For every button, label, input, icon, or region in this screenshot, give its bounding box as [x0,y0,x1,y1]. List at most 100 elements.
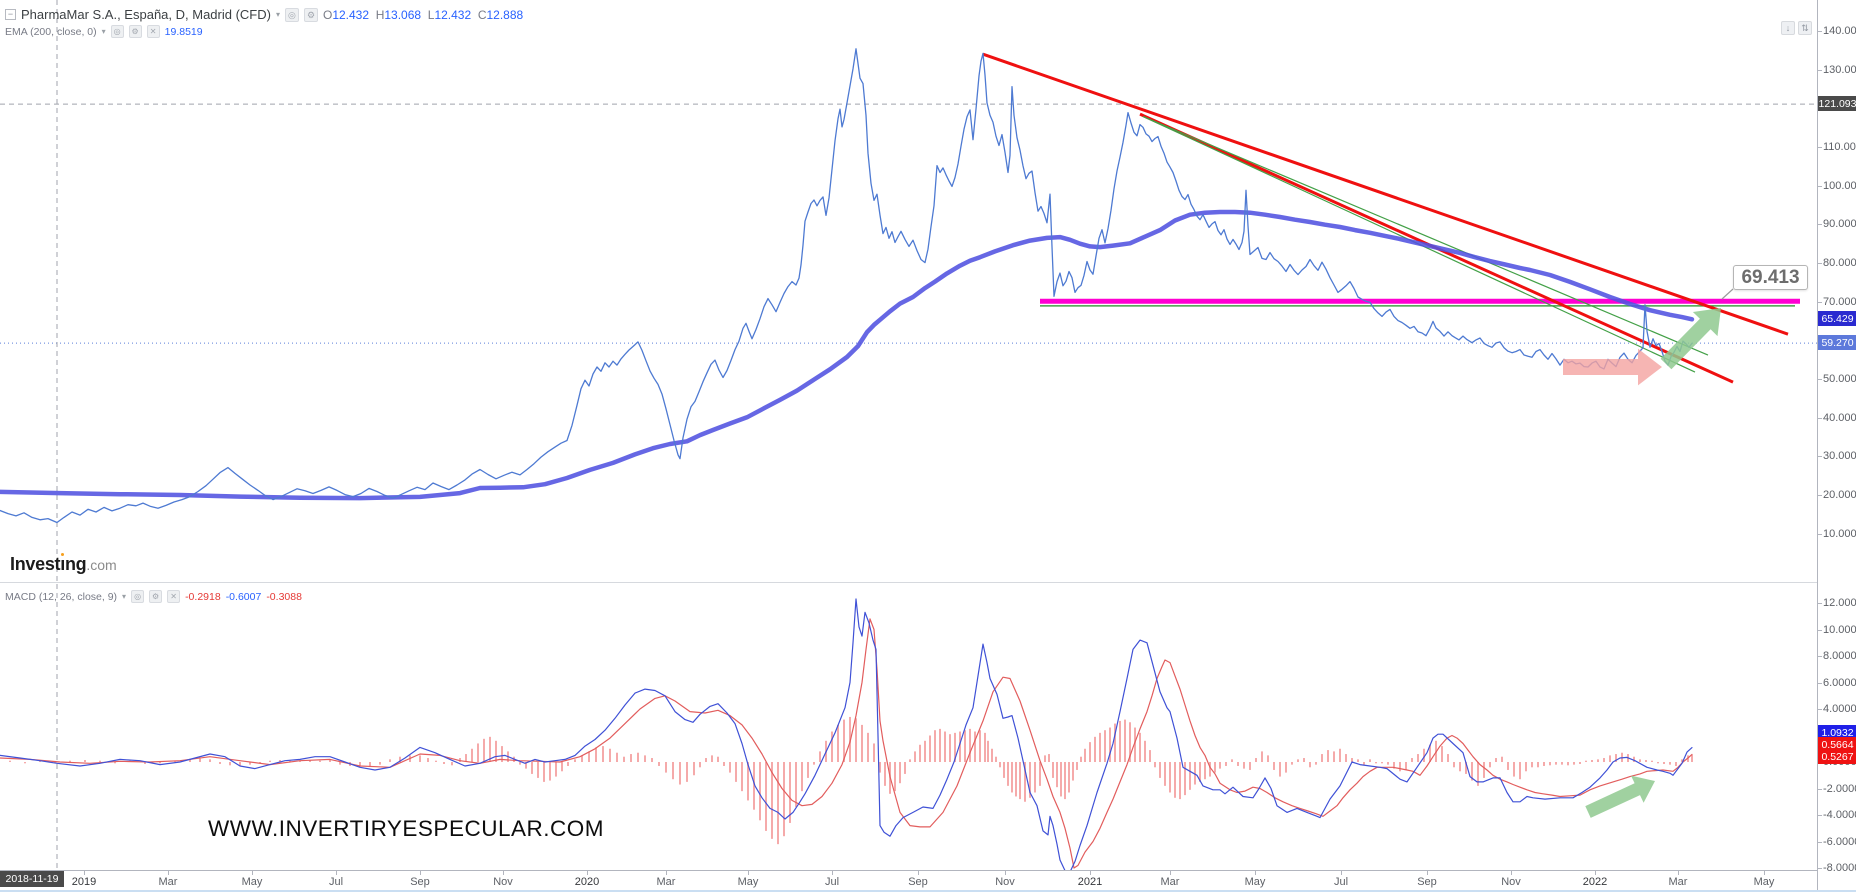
axis-tick-mark [1818,417,1822,419]
chevron-down-icon[interactable]: ▾ [275,10,280,19]
macd-histogram-bar [1351,758,1353,762]
macd-histogram-bar [1303,758,1305,762]
scale-button-icon[interactable]: ⇅ [1798,21,1812,35]
price-axis-right[interactable]: 140.000 130.000 110.000 100.000 90.000 80.000… [1817,0,1856,892]
axis-tick-mark [1818,603,1822,604]
macd-histogram-bar [801,762,803,792]
macd-histogram-bar [1573,762,1575,765]
macd-histogram-bar [1513,762,1515,777]
price-tick-label: 110.000 [1823,141,1856,153]
macd-histogram-bar [1039,762,1041,786]
close-icon[interactable]: ✕ [167,590,181,603]
macd-histogram-bar [69,760,71,762]
high-key: H [375,7,385,22]
macd-histogram-bar [783,762,785,837]
macd-histogram-bar [567,762,569,766]
crosshair-date-badge: 2018-11-19 [0,871,64,887]
low-key: L [427,7,435,22]
macd-histogram-bar [837,724,839,762]
time-label-Nov: Nov [1501,876,1521,888]
macd-histogram-bar [1657,762,1659,764]
open-value: 12.432 [332,7,370,22]
macd-histogram-bar [1219,762,1221,769]
axis-tick-mark [1818,456,1822,458]
axis-price-badge: 59.270 [1818,335,1856,350]
macd-histogram-bar [269,760,271,762]
macd-histogram-bar [843,719,845,762]
chevron-down-icon[interactable]: ▾ [122,592,127,601]
close-icon[interactable]: ✕ [146,25,160,38]
macd-pane[interactable]: MACD (12, 26, close, 9) ▾ ◎ ⚙ ✕ -0.2918 … [0,584,1817,870]
price-tick-label: 10.000 [1823,527,1856,540]
macd-histogram-bar [1453,762,1455,768]
macd-histogram-bar [999,762,1001,768]
macd-histogram-bar [1645,760,1647,762]
macd-histogram-bar [114,762,116,764]
macd-histogram-bar [309,760,311,762]
eye-icon[interactable]: ◎ [131,590,145,603]
macd-histogram-bar [944,731,946,762]
macd-histogram-bar [1225,762,1227,766]
macd-histogram-bar [637,752,639,762]
eye-icon[interactable]: ◎ [110,25,124,38]
macd-histogram-bar [949,734,951,762]
chart-area[interactable]: − PharmaMar S.A., España, D, Madrid (CFD… [0,0,1817,892]
time-label-Sep: Sep [410,876,430,888]
gear-icon[interactable]: ⚙ [303,7,318,22]
macd-histogram-bar [1056,762,1058,788]
macd-histogram-bar [24,762,26,764]
gear-icon[interactable]: ⚙ [149,590,163,603]
price-callout-69-413[interactable]: 69.413 [1733,265,1808,290]
macd-histogram-bar [443,762,445,764]
macd-histogram-bar [1387,762,1389,765]
price-tick-label: 40.000 [1823,411,1856,424]
axis-tick-mark [1818,185,1822,187]
macd-histogram-bar [1411,758,1413,762]
pink-sideways-arrow [1563,348,1662,386]
macd-histogram-bar [501,746,503,762]
time-label-Nov: Nov [493,876,513,888]
macd-histogram-bar [1429,744,1431,762]
macd-histogram-bar [1019,762,1021,800]
macd-histogram-bar [1447,754,1449,762]
price-chart-canvas[interactable] [0,0,1817,583]
green-wedge-upper[interactable] [1142,115,1709,356]
axis-price-badge: 65.429 [1818,311,1856,326]
gear-icon[interactable]: ⚙ [128,25,142,38]
macd-histogram-bar [1651,760,1653,762]
macd-histogram-bar [813,762,815,765]
time-tick-mark [1170,871,1171,875]
time-axis[interactable]: 2019 Mar May Jul Sep Nov 2020 Mar May Jul Sep Nov 20… [0,870,1817,892]
axis-price-badge: 1.0932 [1818,725,1856,740]
symbol-header-row: − PharmaMar S.A., España, D, Madrid (CFD… [5,7,523,22]
macd-chart-canvas[interactable] [0,584,1817,870]
axis-price-badge: 121.093 [1818,96,1856,111]
red-trendline-upper[interactable] [982,52,1789,336]
scale-button-icon[interactable]: ↓ [1781,21,1795,35]
high-value: 13.068 [384,7,422,22]
macd-tick-label: 6.0000 [1823,676,1856,689]
macd-histogram-bar [1291,762,1293,765]
macd-histogram-bar [1399,762,1401,772]
axis-price-badge: 0.5267 [1818,749,1856,764]
macd-histogram-bar [1285,762,1287,773]
macd-histogram-bar [259,762,261,764]
axis-tick-mark [1818,263,1822,264]
macd-histogram-bar [477,743,479,762]
macd-histogram-bar [1423,748,1425,762]
time-label-Jul: Jul [1333,876,1349,888]
time-label-Mar: Mar [656,876,676,888]
eye-icon[interactable]: ◎ [284,7,299,22]
axis-tick-mark [1818,69,1822,71]
time-tick-mark [587,871,588,875]
macd-histogram-bar [209,759,211,762]
macd-histogram-bar [1179,762,1181,800]
chevron-down-icon[interactable]: ▾ [101,27,106,36]
macd-tick-label: -6.0000 [1823,835,1856,848]
macd-histogram-bar [1327,750,1329,762]
price-pane[interactable]: − PharmaMar S.A., España, D, Madrid (CFD… [0,0,1817,583]
macd-histogram-bar [159,762,161,764]
macd-histogram-bar [1339,748,1341,762]
macd-histogram-bar [1501,756,1503,762]
collapse-pane-icon[interactable]: − [5,9,16,20]
